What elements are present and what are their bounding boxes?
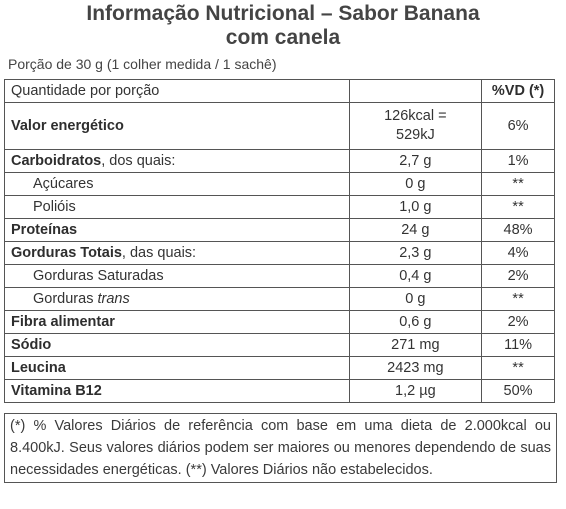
leucine-label: Leucina [4,356,350,380]
carbs-vd: 1% [481,149,555,173]
table-row-total-fat: Gorduras Totais, das quais: 2,3 g 4% [4,241,555,265]
polyols-label: Polióis [4,195,350,219]
sugars-label: Açúcares [4,172,350,196]
table-row-sodium: Sódio 271 mg 11% [4,333,555,357]
title-line-1: Informação Nutricional – Sabor Banana [86,2,480,25]
polyols-value: 1,0 g [348,195,483,219]
header-row: Quantidade por porção %VD (*) [4,79,555,103]
table-row-protein: Proteínas 24 g 48% [4,218,555,242]
saturated-fat-value: 0,4 g [348,264,483,288]
header-spacer [348,79,483,103]
trans-fat-vd: ** [481,287,555,311]
sodium-value: 271 mg [348,333,483,357]
table-row-fiber: Fibra alimentar 0,6 g 2% [4,310,555,334]
saturated-fat-vd: 2% [481,264,555,288]
leucine-value: 2423 mg [348,356,483,380]
protein-vd: 48% [481,218,555,242]
total-fat-value: 2,3 g [348,241,483,265]
sodium-vd: 11% [481,333,555,357]
table-row-energy: Valor energético 126kcal = 529kJ 6% [4,102,555,150]
header-quantity: Quantidade por porção [4,79,350,103]
table-row-carbs: Carboidratos, dos quais: 2,7 g 1% [4,149,555,173]
table-row-saturated-fat: Gorduras Saturadas 0,4 g 2% [4,264,555,288]
carbs-value: 2,7 g [348,149,483,173]
fiber-vd: 2% [481,310,555,334]
table-row-vitamin-b12: Vitamina B12 1,2 µg 50% [4,379,555,403]
table-row-polyols: Polióis 1,0 g ** [4,195,555,219]
protein-value: 24 g [348,218,483,242]
vitamin-b12-label: Vitamina B12 [4,379,350,403]
table-row-leucine: Leucina 2423 mg ** [4,356,555,380]
protein-label: Proteínas [4,218,350,242]
sugars-vd: ** [481,172,555,196]
saturated-fat-label: Gorduras Saturadas [4,264,350,288]
vitamin-b12-value: 1,2 µg [348,379,483,403]
energy-label: Valor energético [4,102,350,150]
fiber-value: 0,6 g [348,310,483,334]
energy-value: 126kcal = 529kJ [348,102,483,150]
vitamin-b12-vd: 50% [481,379,555,403]
sodium-label: Sódio [4,333,350,357]
fiber-label: Fibra alimentar [4,310,350,334]
trans-fat-value: 0 g [348,287,483,311]
polyols-vd: ** [481,195,555,219]
total-fat-vd: 4% [481,241,555,265]
sugars-value: 0 g [348,172,483,196]
label-title: Informação Nutricional – Sabor Banana co… [0,2,566,50]
trans-fat-label: Gorduras trans [4,287,350,311]
footnote: (*) % Valores Diários de referência com … [4,413,557,483]
header-vd: %VD (*) [481,79,555,103]
table-row-trans-fat: Gorduras trans 0 g ** [4,287,555,311]
energy-vd: 6% [481,102,555,150]
nutrition-table: Quantidade por porção %VD (*) Valor ener… [4,79,555,403]
table-row-sugars: Açúcares 0 g ** [4,172,555,196]
carbs-label: Carboidratos, dos quais: [4,149,350,173]
total-fat-label: Gorduras Totais, das quais: [4,241,350,265]
title-line-2: com canela [225,26,341,49]
leucine-vd: ** [481,356,555,380]
serving-size: Porção de 30 g (1 colher medida / 1 sach… [8,56,277,72]
